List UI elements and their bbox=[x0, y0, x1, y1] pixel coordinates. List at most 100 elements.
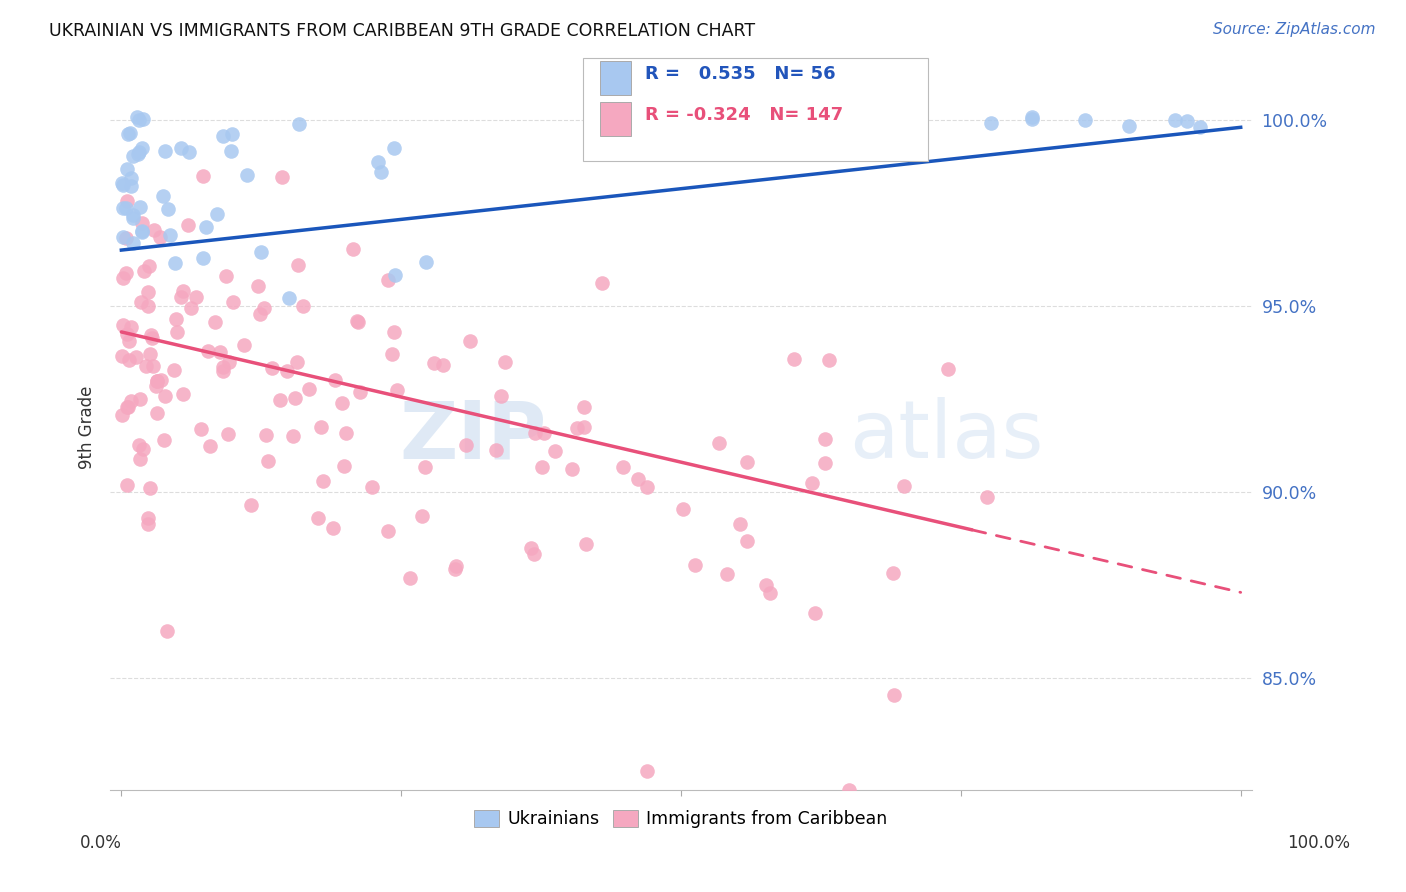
Point bbox=[153, 433, 176, 447]
Point bbox=[145, 379, 167, 393]
Point bbox=[288, 117, 311, 131]
Point bbox=[332, 459, 354, 474]
Point bbox=[112, 230, 135, 244]
Point bbox=[276, 364, 298, 378]
Point bbox=[533, 426, 555, 441]
Point bbox=[136, 511, 159, 525]
Point bbox=[131, 225, 153, 239]
Point bbox=[115, 400, 138, 414]
Point bbox=[143, 223, 166, 237]
Point bbox=[145, 375, 167, 389]
Point bbox=[323, 373, 346, 387]
Point bbox=[111, 349, 134, 363]
Point bbox=[129, 295, 152, 310]
Point bbox=[211, 359, 233, 374]
Point bbox=[411, 508, 433, 523]
Text: 100.0%: 100.0% bbox=[1286, 834, 1350, 852]
Point bbox=[758, 586, 780, 600]
Point bbox=[141, 330, 163, 344]
Point bbox=[118, 353, 141, 368]
Point bbox=[117, 161, 139, 176]
Point bbox=[111, 178, 134, 192]
Point bbox=[361, 480, 384, 494]
Point bbox=[846, 122, 869, 136]
Point bbox=[307, 511, 329, 525]
Point bbox=[262, 360, 284, 375]
Point bbox=[117, 400, 139, 414]
Point bbox=[936, 362, 959, 376]
Point bbox=[332, 396, 354, 410]
Point bbox=[523, 548, 546, 562]
Point bbox=[138, 260, 160, 274]
Point bbox=[254, 427, 277, 442]
Point bbox=[278, 291, 301, 305]
Point bbox=[1021, 112, 1043, 126]
Point bbox=[814, 456, 837, 470]
Point bbox=[574, 420, 596, 434]
Point bbox=[309, 420, 332, 434]
Point bbox=[146, 405, 169, 419]
Point bbox=[591, 276, 613, 290]
Point bbox=[627, 472, 650, 486]
Point bbox=[128, 451, 150, 466]
Point bbox=[111, 408, 134, 422]
Point bbox=[342, 242, 364, 256]
Point bbox=[801, 475, 824, 490]
Point bbox=[370, 165, 392, 179]
Point bbox=[136, 285, 159, 300]
Point bbox=[446, 559, 468, 574]
Point bbox=[139, 327, 162, 342]
Point bbox=[520, 541, 543, 556]
Point bbox=[132, 112, 155, 126]
Point bbox=[399, 571, 422, 585]
Point bbox=[134, 359, 156, 374]
Point bbox=[817, 353, 839, 368]
Point bbox=[877, 120, 900, 135]
Point bbox=[1188, 120, 1211, 135]
Point bbox=[683, 558, 706, 573]
Point bbox=[212, 364, 235, 378]
Point bbox=[172, 285, 194, 299]
Point bbox=[575, 537, 598, 551]
Point bbox=[312, 474, 335, 488]
Point bbox=[432, 359, 454, 373]
Point bbox=[128, 145, 150, 160]
Point bbox=[257, 454, 280, 468]
Point bbox=[170, 141, 193, 155]
Point bbox=[111, 176, 134, 190]
Point bbox=[146, 374, 169, 388]
Point bbox=[565, 421, 588, 435]
Point bbox=[298, 382, 321, 396]
Point bbox=[783, 352, 806, 367]
Point bbox=[165, 256, 187, 270]
Text: Source: ZipAtlas.com: Source: ZipAtlas.com bbox=[1212, 22, 1375, 37]
Point bbox=[152, 189, 174, 203]
Point bbox=[1118, 120, 1140, 134]
Point bbox=[413, 460, 436, 475]
Point bbox=[111, 201, 134, 215]
Point bbox=[561, 461, 583, 475]
Point bbox=[207, 207, 229, 221]
Point bbox=[382, 141, 405, 155]
Point bbox=[122, 208, 145, 222]
Point bbox=[803, 607, 825, 621]
Point bbox=[838, 782, 860, 797]
Point bbox=[177, 145, 200, 159]
Point bbox=[120, 320, 142, 334]
Point bbox=[489, 389, 512, 403]
Point bbox=[612, 460, 634, 475]
Point bbox=[335, 425, 357, 440]
Point bbox=[349, 385, 371, 400]
Point bbox=[240, 498, 263, 512]
Point bbox=[976, 490, 998, 504]
Point bbox=[163, 363, 186, 377]
Legend: Ukrainians, Immigrants from Caribbean: Ukrainians, Immigrants from Caribbean bbox=[467, 803, 894, 835]
Point bbox=[883, 689, 905, 703]
Point bbox=[131, 223, 153, 237]
Point bbox=[882, 566, 904, 580]
Point bbox=[198, 439, 221, 453]
Point bbox=[347, 315, 370, 329]
Point bbox=[208, 345, 231, 359]
Point bbox=[165, 312, 187, 326]
Point bbox=[122, 149, 145, 163]
